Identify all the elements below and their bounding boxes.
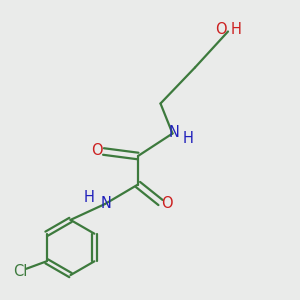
Text: O: O [91, 143, 103, 158]
Text: H: H [84, 190, 95, 205]
Text: H: H [183, 131, 194, 146]
Text: O: O [161, 196, 173, 211]
Text: O: O [215, 22, 226, 38]
Text: N: N [101, 196, 112, 211]
Text: H: H [231, 22, 242, 38]
Text: N: N [169, 125, 179, 140]
Text: Cl: Cl [14, 264, 28, 279]
